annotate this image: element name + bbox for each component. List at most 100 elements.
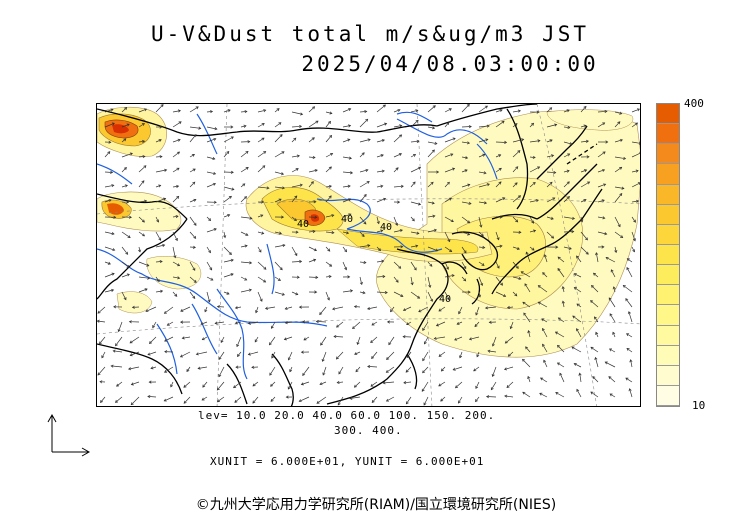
- wind-vector-head: [402, 308, 407, 312]
- wind-vector: [461, 261, 467, 269]
- wind-vector: [461, 276, 466, 282]
- wind-vector: [487, 350, 497, 353]
- wind-vector-head: [382, 104, 386, 108]
- wind-vector: [257, 291, 263, 302]
- wind-vector-head: [277, 278, 281, 281]
- wind-vector: [546, 107, 552, 113]
- wind-vector-head: [499, 215, 503, 219]
- wind-vector: [631, 122, 638, 128]
- wind-vector: [138, 165, 147, 173]
- wind-vector: [359, 169, 368, 173]
- wind-vector-head: [312, 106, 316, 110]
- wind-vector: [491, 381, 497, 390]
- wind-vector: [172, 231, 178, 241]
- wind-vector: [376, 260, 384, 263]
- wind-vector-head: [478, 294, 482, 298]
- wind-vector: [525, 346, 531, 353]
- wind-vector: [614, 186, 624, 189]
- wind-vector: [285, 306, 293, 310]
- wind-vector: [580, 140, 589, 143]
- wind-vector-head: [312, 155, 316, 160]
- wind-vector-head: [271, 355, 275, 359]
- wind-vector-head: [298, 305, 302, 309]
- colorbar-step: [657, 164, 679, 185]
- wind-vector-head: [164, 350, 168, 354]
- wind-vector-head: [262, 165, 266, 169]
- wind-vector-head: [213, 137, 217, 141]
- wind-vector: [512, 123, 518, 128]
- wind-vector: [291, 195, 298, 203]
- wind-vector: [223, 186, 234, 190]
- wind-vector: [403, 381, 412, 384]
- wind-vector: [609, 393, 616, 398]
- wind-vector-head: [388, 342, 392, 346]
- wind-vector-head: [498, 167, 502, 171]
- wind-vector-head: [202, 384, 206, 388]
- wind-vector-head: [504, 340, 508, 344]
- wind-vector: [580, 231, 588, 241]
- wind-vector: [289, 366, 293, 372]
- wind-vector-head: [111, 122, 115, 126]
- wind-vector-head: [549, 139, 553, 143]
- wind-vector: [495, 276, 503, 286]
- wind-vector: [354, 351, 361, 355]
- wind-vector-head: [454, 337, 458, 341]
- wind-vector: [257, 246, 262, 253]
- wind-vector-head: [218, 356, 222, 360]
- wind-vector-head: [354, 352, 358, 355]
- wind-vector-head: [625, 298, 629, 302]
- wind-vector-head: [163, 310, 167, 314]
- wind-vector: [512, 276, 521, 280]
- wind-vector-head: [214, 321, 218, 325]
- wind-vector-head: [507, 353, 511, 357]
- wind-vector: [626, 348, 633, 353]
- wind-vector: [354, 381, 361, 388]
- wind-vector-head: [244, 110, 248, 114]
- wind-vector: [376, 139, 385, 143]
- wind-vector-head: [400, 294, 404, 297]
- wind-vector: [521, 271, 531, 278]
- colorbar-step: [657, 224, 679, 245]
- wind-vector: [580, 106, 587, 113]
- wind-vector-head: [452, 137, 456, 141]
- wind-vector: [325, 214, 334, 218]
- wind-vector-head: [353, 305, 357, 309]
- wind-vector-head: [128, 215, 132, 219]
- wind-vector: [138, 261, 149, 267]
- wind-vector-head: [438, 308, 442, 312]
- wind-vector: [388, 336, 395, 345]
- wind-vector-head: [458, 311, 461, 315]
- wind-vector: [367, 366, 378, 368]
- wind-vector: [461, 169, 468, 173]
- wind-vector-head: [321, 358, 325, 362]
- wind-vector-head: [605, 140, 609, 144]
- wind-vector-head: [566, 181, 570, 185]
- wind-vector-head: [423, 402, 427, 406]
- wind-vector: [223, 214, 230, 218]
- wind-vector-head: [218, 374, 222, 378]
- wind-vector: [164, 366, 174, 373]
- wind-vector-head: [127, 235, 131, 238]
- wind-vector-head: [175, 237, 178, 242]
- wind-vector-head: [170, 384, 174, 388]
- wind-vector-head: [348, 198, 352, 202]
- wind-vector: [155, 169, 167, 173]
- wind-vector: [574, 273, 582, 278]
- wind-vector: [614, 111, 622, 115]
- wind-vector: [475, 381, 480, 389]
- wind-vector-head: [300, 382, 304, 386]
- colorbar-min-label: 10: [692, 399, 706, 412]
- wind-vector-head: [298, 399, 302, 403]
- wind-vector: [427, 261, 433, 267]
- wind-vector-head: [595, 252, 599, 256]
- wind-vector-head: [590, 346, 594, 350]
- wind-vector-head: [296, 154, 300, 158]
- wind-vector-head: [447, 239, 451, 243]
- wind-vector: [121, 291, 127, 300]
- wind-vector: [444, 122, 450, 128]
- map-canvas: 40 40 40 40: [97, 104, 640, 406]
- wind-vector-head: [491, 343, 495, 347]
- wind-vector: [308, 106, 315, 113]
- wind-vector-head: [158, 139, 162, 143]
- wind-vector: [342, 261, 347, 270]
